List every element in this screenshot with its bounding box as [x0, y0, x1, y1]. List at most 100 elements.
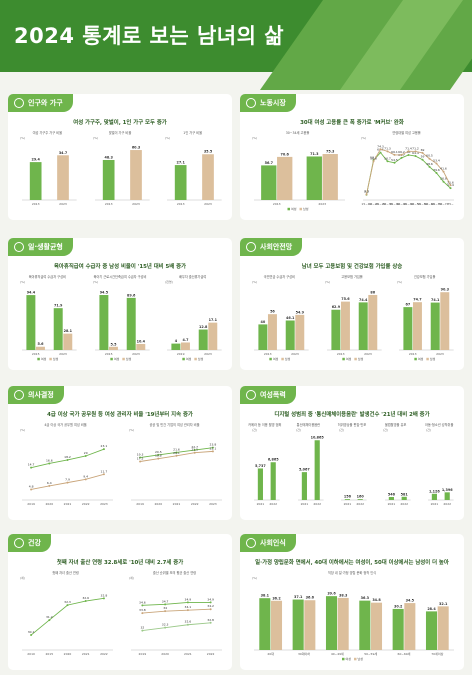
chart-labor-1: 연령대별 여성 고용률(%)7.758.269.556.754.561.7666…: [355, 128, 458, 214]
panel-society: 사회인식 일·가정 양립문화 면에서, 40대 이하에서는 여성이, 50대 이상…: [240, 534, 464, 670]
data-point: [393, 161, 396, 164]
chart-title: 통신매체이용음란: [296, 423, 321, 427]
briefcase-icon: [246, 98, 256, 108]
data-point: [400, 156, 403, 159]
data-point: [30, 634, 33, 637]
data-point: [211, 446, 214, 449]
data-point: [209, 601, 212, 604]
tick-label: 25~29: [375, 202, 385, 206]
legend-label: 남성: [125, 356, 131, 361]
page-title: 2024 통계로 보는 남녀의 삶: [14, 24, 285, 48]
chart-title: 카메라 등 이용 촬영 범죄: [248, 423, 282, 427]
bar: [437, 606, 449, 650]
tick-label: 20대: [267, 651, 274, 656]
legend-label: 여성: [418, 356, 424, 361]
tick-label: 70세이상: [431, 651, 443, 656]
data-point: [379, 148, 382, 151]
tick-label: 65~69: [431, 202, 441, 206]
tick-label: 2023: [209, 502, 217, 506]
bar: [277, 156, 293, 200]
panel-safety: 사회안전망 남녀 모두 고용보험 및 건강보험 가입률 상승 국민연금 수급자 구성…: [240, 238, 464, 370]
data-label: 32.8: [207, 618, 214, 622]
data-label: 34.6: [139, 600, 146, 604]
data-point: [407, 150, 410, 153]
tick-label: 2023: [100, 502, 108, 506]
unit-label: (%): [361, 136, 366, 140]
bar: [431, 302, 441, 350]
tick-label: 70~74: [438, 202, 448, 206]
tick-label: 2013: [273, 202, 281, 206]
legend-swatch: [194, 357, 198, 361]
bar: [306, 156, 322, 200]
data-label: 74.4: [359, 298, 368, 302]
data-label: 60.5: [426, 154, 433, 158]
tick-label: 2019: [139, 652, 147, 656]
legend-label: 남성: [198, 356, 204, 361]
data-point: [157, 457, 160, 460]
chart-title: 불법촬영물 유포: [384, 423, 407, 427]
bar: [181, 342, 191, 350]
data-label: 7.9: [65, 478, 70, 482]
data-point: [428, 157, 431, 160]
tick-label: 55~59: [417, 202, 427, 206]
chart-decision-1: 공공 및 민간 기업의 여성 관리자 비율 (%) 19.3 20.5 21.6 22.7…: [123, 420, 226, 514]
data-point: [102, 448, 105, 451]
chart-women-0: 카메라 등 이용 촬영 범죄 (건) 5,737 6,865 2021 2022: [246, 420, 284, 514]
data-label: 17.1: [209, 318, 218, 322]
data-label: 160: [357, 495, 365, 499]
bar: [57, 155, 69, 200]
data-label: 60.3: [131, 146, 140, 150]
bar: [331, 309, 341, 350]
data-label: 70.6: [281, 152, 290, 156]
data-label: 89.6: [127, 293, 136, 297]
tick-label: 2023: [132, 352, 140, 356]
series-line: [142, 622, 211, 632]
data-point: [139, 456, 142, 459]
panel-subtitle: 일·가정 양립문화 면에서, 40대 이하에서는 여성이, 50대 이상에서는 …: [255, 560, 449, 566]
chart-title: 배우자 출산휴가급여: [178, 275, 207, 279]
tick-label: 2020: [64, 652, 72, 656]
tick-label: 75~: [447, 202, 454, 206]
data-point: [102, 597, 105, 600]
data-label: 20.1: [173, 451, 180, 455]
chart-title: 공공 및 민간 기업의 여성 관리자 비율: [149, 423, 200, 427]
data-label: 59: [421, 155, 425, 159]
data-label: 34: [163, 606, 167, 610]
legend-swatch: [121, 357, 125, 361]
legend-label: 남성: [357, 356, 363, 361]
chart-title: 허위영상물 편집·반포: [337, 423, 367, 427]
data-label: 10,865: [310, 436, 324, 440]
data-label: 5,067: [299, 468, 310, 472]
tick-label: 30~34: [382, 202, 392, 206]
panel-subtitle: 남녀 모두 고용보험 및 건강보험 가입률 상승: [301, 264, 403, 270]
bar: [345, 499, 351, 500]
data-label: 75.6: [341, 297, 350, 301]
unit-label: (%): [20, 428, 25, 432]
tick-label: 2022: [313, 502, 321, 506]
chart-title: 국민연금 수급자 구성비: [263, 275, 295, 279]
bar: [314, 440, 320, 500]
data-label: 30.2: [394, 604, 403, 608]
data-label: 37.1: [294, 595, 303, 599]
tick-label: 40~49세: [331, 651, 344, 656]
data-point: [211, 450, 214, 453]
heart-icon: [14, 538, 24, 548]
bar: [370, 602, 383, 650]
chart-svg: (%)7.758.269.556.754.561.76664.45948.639…: [361, 136, 454, 206]
bar: [199, 329, 209, 350]
data-point: [386, 150, 389, 153]
data-label: 17.5: [137, 457, 144, 461]
data-label: 23.8: [210, 443, 217, 447]
bar: [285, 320, 295, 350]
data-point: [164, 610, 167, 613]
data-label: 74.1: [431, 298, 440, 302]
chart-title: 육아휴직급여 수급자 구성비: [28, 275, 66, 279]
data-label: 21.6: [173, 447, 180, 451]
legend-label: 남성: [285, 356, 291, 361]
data-point: [141, 612, 144, 615]
data-label: 14.7: [28, 463, 35, 467]
data-label: 71.4: [405, 146, 412, 150]
tick-label: 2019: [27, 502, 35, 506]
tick-label: 50~54: [410, 202, 420, 206]
data-label: 56.7: [384, 156, 391, 160]
